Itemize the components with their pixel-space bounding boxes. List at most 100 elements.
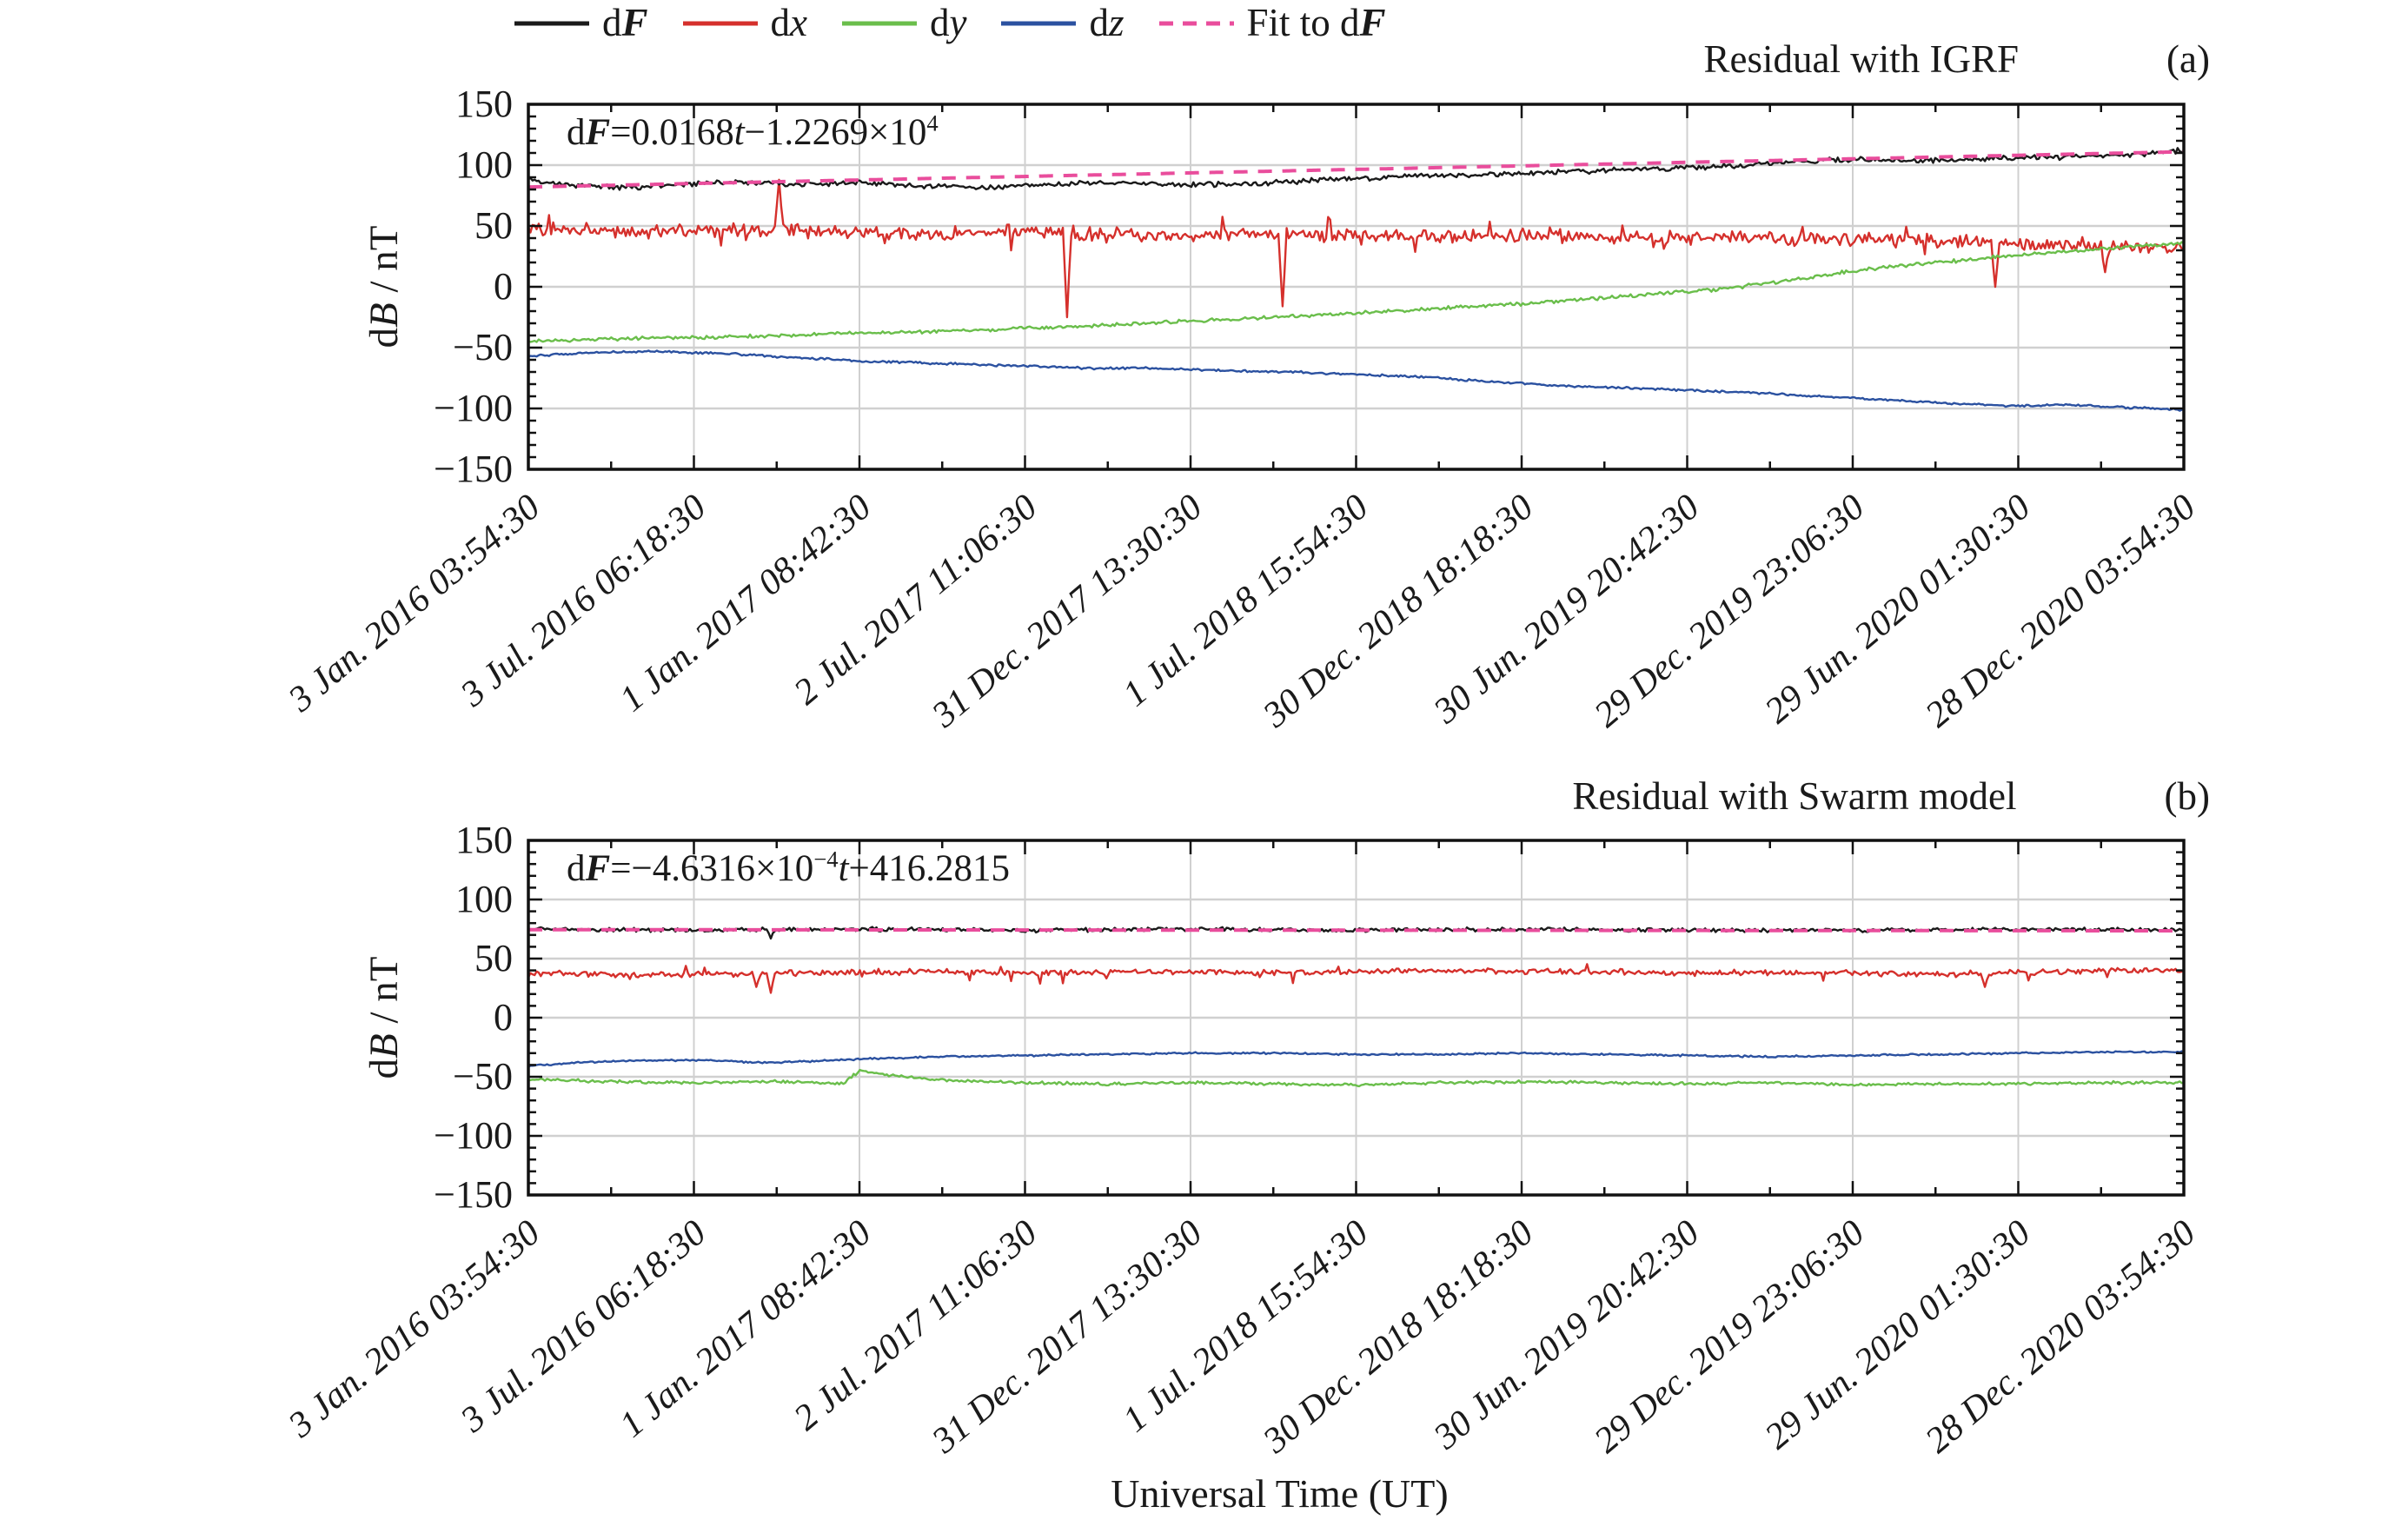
text-fragment: 4	[926, 110, 939, 136]
y-tick-label: 150	[455, 83, 513, 125]
y-tick-label: 0	[494, 996, 513, 1039]
text-fragment: −4	[813, 846, 839, 873]
panel-a-title: Residual with IGRF	[1703, 37, 2020, 81]
text-fragment: F	[621, 1, 648, 44]
x-tick-label: 31 Dec. 2017 13:30:30	[925, 1212, 1211, 1462]
y-tick-label: 100	[455, 143, 513, 186]
y-tick-label: 0	[494, 265, 513, 308]
x-tick-label: 30 Jun. 2019 20:42:30	[1426, 1212, 1707, 1457]
text-fragment: −1.2269×10	[744, 112, 927, 153]
x-tick-label: 28 Dec. 2020 03:54:30	[1918, 1212, 2204, 1462]
y-tick-label: −100	[434, 387, 513, 429]
text-fragment: x	[790, 1, 807, 44]
legend-item-dy: dy	[842, 3, 966, 43]
panel-b-title: Residual with Swarm model	[1572, 774, 2017, 818]
plot-border	[527, 839, 2186, 1197]
y-tick-label: −100	[434, 1114, 513, 1157]
curve-fit-dF	[528, 927, 2184, 933]
x-tick-label: 31 Dec. 2017 13:30:30	[925, 487, 1211, 736]
curve-dy	[527, 1068, 2185, 1088]
x-tick-label: 3 Jan. 2016 03:54:30	[281, 1212, 548, 1446]
equation-b: dF=−4.6316×10−4t+416.2815	[567, 847, 1010, 890]
curve-dF	[527, 147, 2185, 191]
legend-label-fit: Fit to dF	[1247, 3, 1386, 43]
legend-item-dF: dF	[514, 3, 648, 43]
x-axis-ticks-a: 3 Jan. 2016 03:54:30 3 Jul. 2016 06:18:30…	[0, 481, 2395, 777]
legend-label-dy: dy	[930, 3, 966, 43]
x-tick-label: 30 Jun. 2019 20:42:30	[1426, 487, 1707, 732]
chart-svg-b	[527, 839, 2186, 1197]
plot-area-b: dF=−4.6316×10−4t+416.2815	[527, 839, 2186, 1197]
y-tick-label: −150	[434, 1173, 513, 1216]
x-tick-label: 3 Jul. 2016 06:18:30	[453, 487, 713, 715]
legend-label-dF: dF	[602, 3, 648, 43]
panel-b-tag: (b)	[2164, 774, 2210, 818]
legend-swatch-dF-icon	[514, 21, 589, 25]
x-tick-label: 30 Dec. 2018 18:18:30	[1256, 1212, 1542, 1462]
x-tick-label: 28 Dec. 2020 03:54:30	[1918, 487, 2204, 736]
x-tick-label: 29 Jun. 2020 01:30:30	[1757, 1212, 2038, 1457]
panel-a-tag: (a)	[2166, 37, 2210, 81]
text-fragment: F	[1359, 1, 1386, 44]
panel-a-title-row: Residual with IGRF (a)	[528, 37, 2210, 82]
text-fragment: F	[585, 112, 611, 153]
text-fragment: −4.6316×10	[631, 848, 814, 889]
x-tick-label: 1 Jan. 2017 08:42:30	[612, 487, 879, 720]
text-fragment: Fit to d	[1246, 1, 1360, 44]
text-fragment: d	[567, 848, 586, 889]
x-tick-label: 29 Dec. 2019 23:06:30	[1587, 487, 1873, 736]
text-fragment: z	[1108, 1, 1125, 44]
text-fragment: +416.2815	[848, 848, 1011, 889]
text-fragment: d	[567, 112, 586, 153]
x-tick-label: 3 Jan. 2016 03:54:30	[281, 487, 548, 720]
y-tick-label: 50	[474, 204, 513, 247]
curve-fit-dF	[527, 149, 2185, 189]
panel-b-title-row: Residual with Swarm model (b)	[528, 774, 2210, 819]
text-fragment: =	[610, 848, 632, 889]
chart-svg-a	[527, 103, 2186, 471]
curve-dx	[527, 178, 2185, 319]
text-fragment: F	[585, 848, 611, 889]
text-fragment: d	[770, 1, 791, 44]
text-fragment: d	[602, 1, 622, 44]
chart-legend: dF dx dy dz Fit to dF	[514, 3, 1386, 43]
plot-border	[527, 103, 2186, 471]
x-tick-label: 29 Jun. 2020 01:30:30	[1757, 487, 2038, 732]
curve-dx	[527, 963, 2185, 994]
y-tick-label: 50	[474, 937, 513, 979]
legend-item-dz: dz	[1001, 3, 1125, 43]
legend-swatch-dy-icon	[842, 21, 917, 25]
legend-item-dx: dx	[682, 3, 807, 43]
y-tick-label: 100	[455, 878, 513, 920]
x-tick-label: 1 Jul. 2018 15:54:30	[1115, 487, 1376, 715]
y-tick-label: −50	[453, 326, 513, 368]
text-fragment: d	[930, 1, 950, 44]
curve-dy	[527, 241, 2185, 343]
text-fragment: =	[610, 112, 632, 153]
equation-a: dF=0.0168t−1.2269×104	[567, 111, 939, 154]
legend-label-dz: dz	[1089, 3, 1124, 43]
y-tick-label: 150	[455, 819, 513, 861]
text-fragment: t	[838, 848, 849, 889]
y-tick-label: −50	[453, 1055, 513, 1098]
legend-item-fit: Fit to dF	[1158, 3, 1386, 43]
x-axis-ticks-b: 3 Jan. 2016 03:54:30 3 Jul. 2016 06:18:30…	[0, 1207, 2395, 1503]
x-tick-label: 2 Jul. 2017 11:06:30	[786, 487, 1045, 714]
x-tick-label: 1 Jan. 2017 08:42:30	[612, 1212, 879, 1446]
legend-label-dx: dx	[771, 3, 807, 43]
x-tick-label: 29 Dec. 2019 23:06:30	[1587, 1212, 1873, 1462]
text-fragment: y	[949, 1, 967, 44]
text-fragment: t	[733, 112, 745, 153]
y-tick-label: −150	[434, 448, 513, 490]
curve-dz	[527, 1050, 2185, 1068]
legend-swatch-fit-icon	[1158, 21, 1234, 25]
plot-area-a: dF=0.0168t−1.2269×104	[527, 103, 2186, 471]
legend-swatch-dx-icon	[682, 21, 758, 25]
x-tick-label: 2 Jul. 2017 11:06:30	[786, 1212, 1045, 1439]
legend-swatch-dz-icon	[1001, 21, 1077, 25]
x-axis-title: Universal Time (UT)	[1111, 1471, 1449, 1516]
x-tick-label: 1 Jul. 2018 15:54:30	[1115, 1212, 1376, 1441]
text-fragment: d	[1089, 1, 1109, 44]
curve-dz	[527, 349, 2185, 412]
